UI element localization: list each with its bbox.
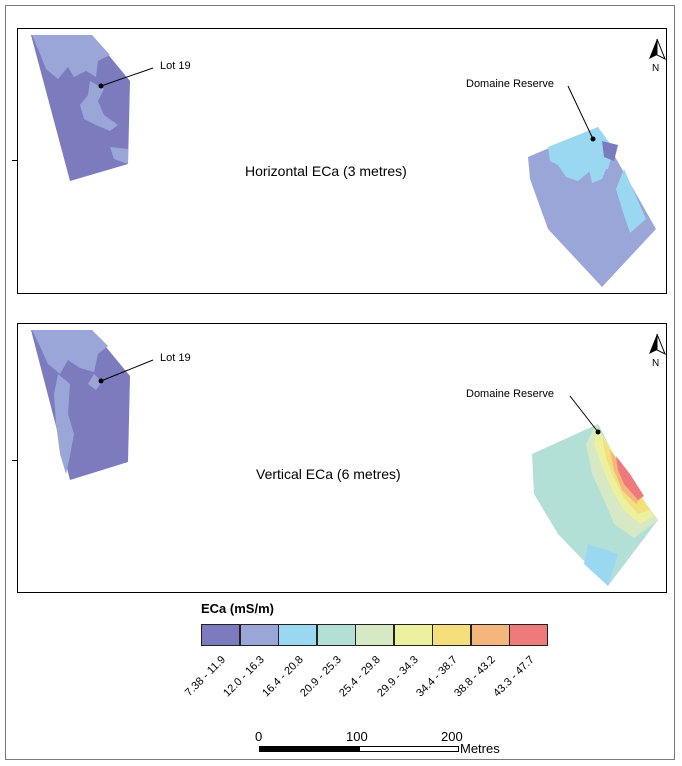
lot-19-leader bbox=[98, 67, 154, 89]
domaine-reserve-field bbox=[528, 127, 656, 287]
legend-swatch bbox=[393, 624, 433, 646]
scale-tick-0: 0 bbox=[255, 729, 263, 744]
domaine-reserve-label: Domaine Reserve bbox=[466, 388, 555, 400]
legend-swatch bbox=[278, 624, 317, 646]
legend-swatch bbox=[239, 624, 279, 646]
vertical-eca-map bbox=[31, 330, 666, 586]
horizontal-eca-map bbox=[31, 35, 666, 287]
horizontal-eca-map-panel: Lot 19 Domaine Reserve Horizontal ECa (3… bbox=[17, 28, 667, 294]
legend-swatch bbox=[509, 624, 548, 646]
scale-tick-200: 200 bbox=[441, 729, 463, 744]
scale-tick-100: 100 bbox=[346, 729, 368, 744]
scale-unit: Metres bbox=[460, 741, 500, 756]
lot-19-label: Lot 19 bbox=[160, 60, 191, 72]
frame-tick bbox=[12, 460, 17, 461]
legend-swatch bbox=[201, 624, 240, 646]
legend-swatch bbox=[316, 624, 356, 646]
scale-bar-black-segment bbox=[259, 746, 359, 752]
north-arrow-icon bbox=[649, 333, 666, 356]
lot-19-field bbox=[31, 330, 130, 480]
lot-19-label: Lot 19 bbox=[160, 352, 191, 364]
domaine-reserve-leader bbox=[567, 85, 596, 142]
legend-swatch bbox=[432, 624, 471, 646]
panel-title: Vertical ECa (6 metres) bbox=[256, 466, 401, 482]
lot-19-field bbox=[31, 35, 130, 181]
domaine-reserve-field bbox=[532, 424, 658, 586]
vertical-eca-map-panel: Lot 19 Domaine Reserve Vertical ECa (6 m… bbox=[17, 323, 667, 593]
scale-bar-white-segment bbox=[359, 746, 459, 752]
domaine-reserve-leader bbox=[569, 395, 601, 435]
domaine-reserve-label: Domaine Reserve bbox=[466, 78, 555, 90]
frame-tick bbox=[12, 160, 17, 161]
lot-19-leader bbox=[98, 359, 154, 384]
north-label: N bbox=[652, 63, 660, 74]
legend-swatch bbox=[355, 624, 394, 646]
legend-swatch bbox=[470, 624, 510, 646]
map-frame bbox=[5, 5, 675, 760]
north-label: N bbox=[652, 358, 660, 369]
panel-title: Horizontal ECa (3 metres) bbox=[245, 163, 407, 179]
legend-title: ECa (mS/m) bbox=[201, 601, 274, 616]
north-arrow-icon bbox=[649, 38, 666, 61]
